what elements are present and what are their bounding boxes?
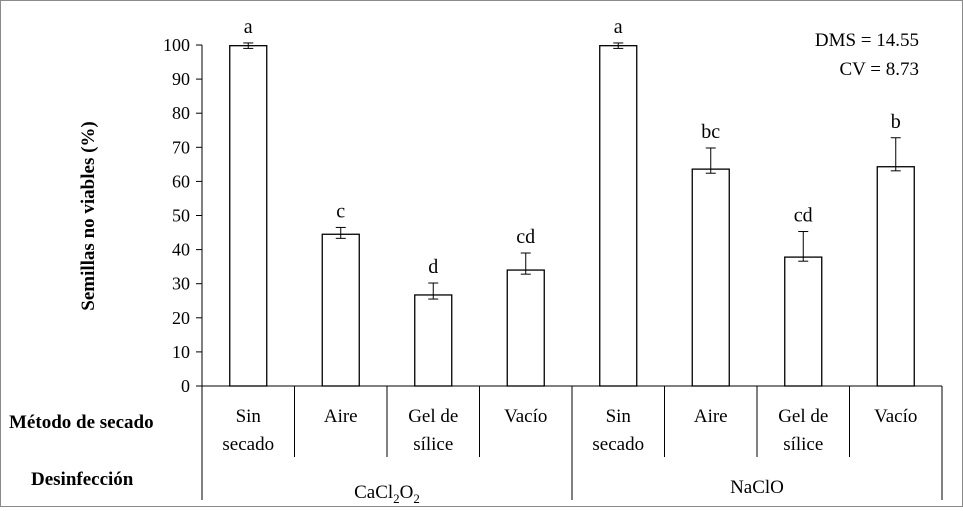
significance-letter: c bbox=[336, 200, 345, 222]
significance-letter: a bbox=[614, 16, 623, 38]
category-label: Aire bbox=[324, 406, 358, 427]
bar bbox=[691, 168, 730, 387]
bar bbox=[321, 233, 360, 387]
significance-letter: cd bbox=[516, 226, 535, 248]
category-label: sílice bbox=[413, 434, 453, 455]
bar bbox=[229, 45, 268, 387]
bar bbox=[414, 294, 453, 387]
category-label: Vacío bbox=[874, 406, 917, 427]
significance-letter: b bbox=[891, 111, 901, 133]
y-tick-label: 100 bbox=[163, 35, 190, 55]
row-label-disinfection: Desinfección bbox=[31, 469, 134, 490]
y-tick-label: 0 bbox=[181, 376, 190, 396]
category-label: Gel de bbox=[408, 406, 458, 427]
category-label: sílice bbox=[783, 434, 823, 455]
y-tick-label: 90 bbox=[172, 69, 190, 89]
bar bbox=[876, 166, 915, 387]
y-tick-label: 80 bbox=[172, 103, 190, 123]
bar bbox=[506, 269, 545, 387]
y-tick-label: 50 bbox=[172, 206, 190, 226]
y-tick-label: 70 bbox=[172, 137, 190, 157]
y-tick-label: 30 bbox=[172, 274, 190, 294]
significance-letter: bc bbox=[701, 121, 720, 143]
category-label: Gel de bbox=[778, 406, 828, 427]
stat-cv: CV = 8.73 bbox=[839, 59, 919, 80]
significance-letter: cd bbox=[794, 205, 813, 227]
y-tick-label: 20 bbox=[172, 308, 190, 328]
y-tick-label: 10 bbox=[172, 342, 190, 362]
significance-letter: a bbox=[244, 16, 253, 38]
category-label: Aire bbox=[694, 406, 728, 427]
group-label-naclo: NaClO bbox=[730, 477, 784, 498]
x-axis-table: Sin secado Aire Gel de sílice Vacío Sin secado A… bbox=[201, 385, 943, 500]
bar bbox=[784, 256, 823, 387]
stat-dms: DMS = 14.55 bbox=[815, 30, 919, 51]
y-tick-label: 60 bbox=[172, 171, 190, 191]
category-label: Sin bbox=[606, 406, 632, 427]
category-label: secado bbox=[222, 434, 274, 455]
y-axis: 0 10 20 30 40 50 60 70 80 90 100 bbox=[163, 35, 203, 396]
significance-letter: d bbox=[428, 256, 438, 278]
category-label: Sin bbox=[236, 406, 262, 427]
category-label: secado bbox=[592, 434, 644, 455]
y-tick-label: 40 bbox=[172, 240, 190, 260]
group-label-cacl2o2: CaCl2O2 bbox=[354, 482, 420, 506]
bar bbox=[599, 45, 638, 387]
row-label-method: Método de secado bbox=[9, 412, 154, 433]
y-axis-label: Semillas no viables (%) bbox=[78, 121, 99, 310]
category-label: Vacío bbox=[504, 406, 547, 427]
